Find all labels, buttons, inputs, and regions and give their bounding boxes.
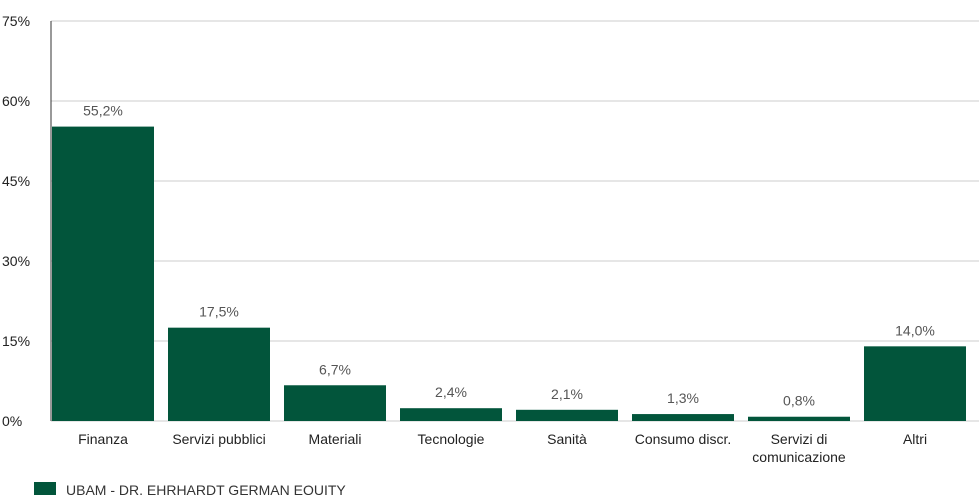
y-tick-label: 75% xyxy=(2,13,30,29)
y-tick-label: 60% xyxy=(2,93,30,109)
y-tick-label: 45% xyxy=(2,173,30,189)
x-category-label: Sanità xyxy=(547,431,587,447)
data-label: 2,1% xyxy=(551,386,583,402)
x-category-label: Tecnologie xyxy=(418,431,485,447)
y-tick-label: 0% xyxy=(2,413,22,429)
y-axis-tick-labels: 0% 15% 30% 45% 60% 75% xyxy=(2,13,30,429)
data-label: 55,2% xyxy=(83,103,123,119)
x-axis-category-labels: Finanza Servizi pubblici Materiali Tecnolog… xyxy=(78,431,927,465)
x-category-label: Consumo discr. xyxy=(635,431,731,447)
x-category-label: Altri xyxy=(903,431,927,447)
bar xyxy=(632,414,734,421)
y-tick-label: 30% xyxy=(2,253,30,269)
bar xyxy=(516,409,618,421)
x-category-label: Servizi pubblici xyxy=(172,431,265,447)
data-label: 1,3% xyxy=(667,390,699,406)
legend-label: UBAM - DR. EHRHARDT GERMAN EQUITY xyxy=(66,482,346,495)
x-category-label: Materiali xyxy=(309,431,362,447)
bar xyxy=(284,385,386,421)
data-label: 14,0% xyxy=(895,322,935,338)
data-labels: 55,2% 17,5% 6,7% 2,4% 2,1% 1,3% 0,8% 14,0% xyxy=(83,103,935,409)
data-label: 17,5% xyxy=(199,304,239,320)
y-tick-label: 15% xyxy=(2,333,30,349)
bar xyxy=(400,408,502,421)
data-label: 0,8% xyxy=(783,393,815,409)
x-category-label: Finanza xyxy=(78,431,128,447)
bar xyxy=(168,327,270,421)
bars xyxy=(52,126,966,421)
data-label: 6,7% xyxy=(319,361,351,377)
x-category-label: Servizi di comunicazione xyxy=(752,431,846,465)
bar xyxy=(748,416,850,421)
legend-swatch xyxy=(34,482,56,495)
legend: UBAM - DR. EHRHARDT GERMAN EQUITY xyxy=(34,482,346,495)
bar xyxy=(52,126,154,421)
data-label: 2,4% xyxy=(435,384,467,400)
bar xyxy=(864,346,966,421)
